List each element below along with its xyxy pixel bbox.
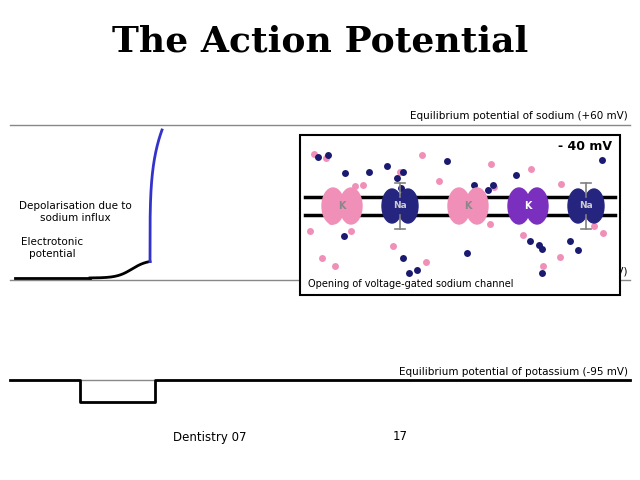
Text: Depolarisation due to
sodium influx: Depolarisation due to sodium influx	[19, 201, 131, 223]
Ellipse shape	[508, 188, 530, 224]
Text: Equilibrium potential of potassium (-95 mV): Equilibrium potential of potassium (-95 …	[399, 367, 628, 377]
Ellipse shape	[526, 188, 548, 224]
Text: K: K	[339, 201, 346, 211]
Ellipse shape	[466, 188, 488, 224]
Text: K: K	[464, 201, 472, 211]
Text: Na: Na	[579, 202, 593, 211]
Ellipse shape	[322, 188, 344, 224]
Text: Na: Na	[393, 202, 407, 211]
Text: The Action Potential: The Action Potential	[112, 25, 528, 59]
Text: - 40 mV: - 40 mV	[558, 140, 612, 153]
Text: K: K	[524, 201, 532, 211]
Text: Electrotonic
potential: Electrotonic potential	[21, 237, 83, 259]
Bar	[300, 135, 620, 295]
Ellipse shape	[568, 189, 588, 223]
Text: Opening of voltage-gated sodium channel: Opening of voltage-gated sodium channel	[308, 279, 513, 289]
Text: Equilibrium potential of sodium (+60 mV): Equilibrium potential of sodium (+60 mV)	[410, 111, 628, 121]
Ellipse shape	[448, 188, 470, 224]
Ellipse shape	[584, 189, 604, 223]
Text: Dentistry 07: Dentistry 07	[173, 431, 247, 444]
Ellipse shape	[382, 189, 402, 223]
Text: 17: 17	[392, 431, 408, 444]
Text: Resting potential (-75 mV): Resting potential (-75 mV)	[490, 267, 628, 277]
Ellipse shape	[398, 189, 418, 223]
Ellipse shape	[340, 188, 362, 224]
